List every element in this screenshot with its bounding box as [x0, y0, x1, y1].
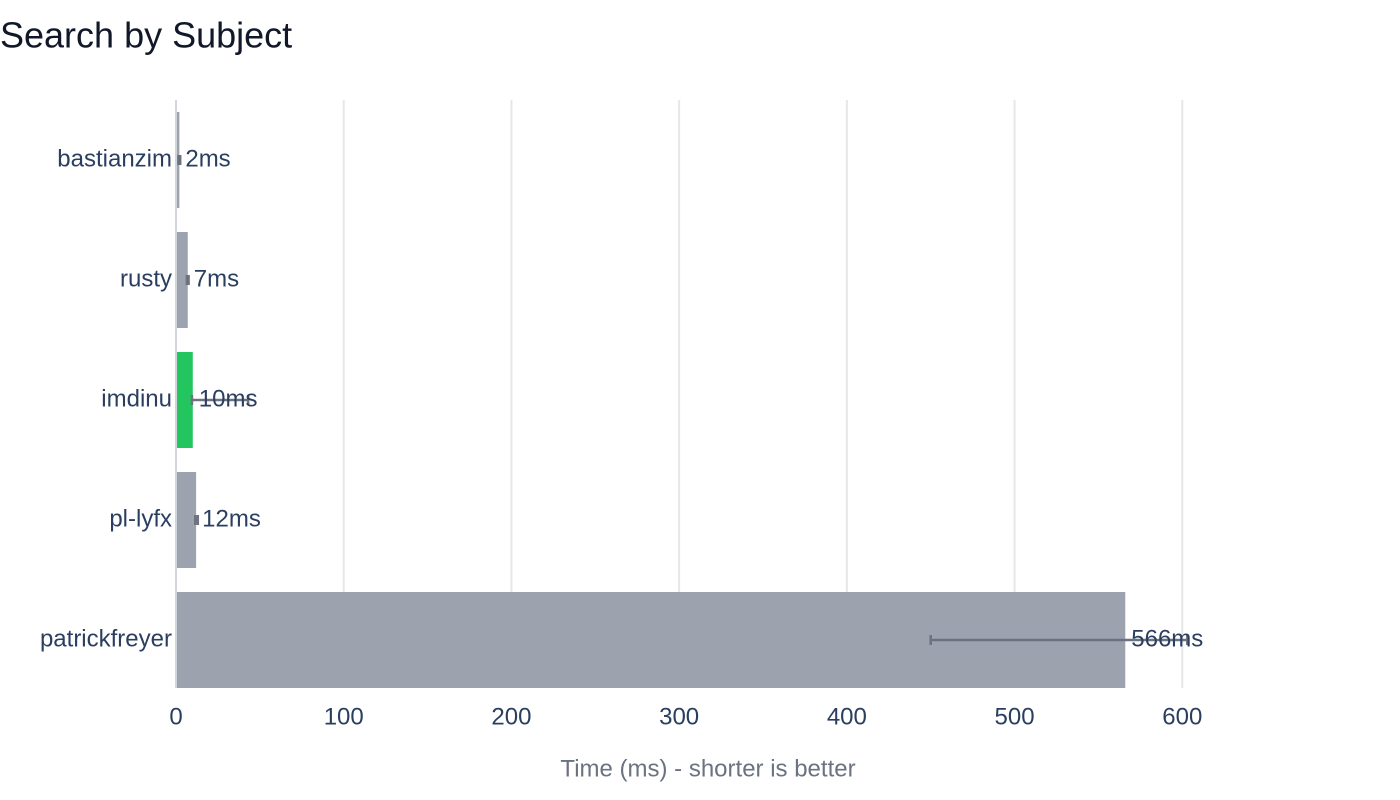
error-bar [929, 635, 1189, 645]
error-bar [185, 275, 190, 285]
value-label: 2ms [185, 145, 230, 172]
bar [176, 472, 197, 568]
bar [176, 232, 188, 328]
error-bar [177, 155, 182, 165]
y-tick-label: patrickfreyer [40, 625, 172, 652]
y-tick-label: pl-lyfx [109, 505, 172, 532]
x-tick-label: 200 [491, 703, 531, 730]
bar [176, 352, 193, 448]
y-tick-label: imdinu [101, 385, 172, 412]
x-axis-title: Time (ms) - shorter is better [560, 755, 855, 782]
x-tick-label: 500 [995, 703, 1035, 730]
x-tick-label: 400 [827, 703, 867, 730]
value-label: 10ms [199, 385, 258, 412]
x-tick-label: 100 [324, 703, 364, 730]
value-label: 566ms [1131, 625, 1203, 652]
chart-title: Search by Subject [0, 15, 292, 56]
y-tick-label: rusty [120, 265, 172, 292]
error-bar [190, 395, 250, 405]
x-tick-label: 600 [1162, 703, 1202, 730]
error-bar [194, 515, 200, 525]
x-tick-label: 300 [659, 703, 699, 730]
y-tick-label: bastianzim [57, 145, 172, 172]
x-tick-label: 0 [169, 703, 182, 730]
value-label: 7ms [194, 265, 239, 292]
value-label: 12ms [202, 505, 261, 532]
